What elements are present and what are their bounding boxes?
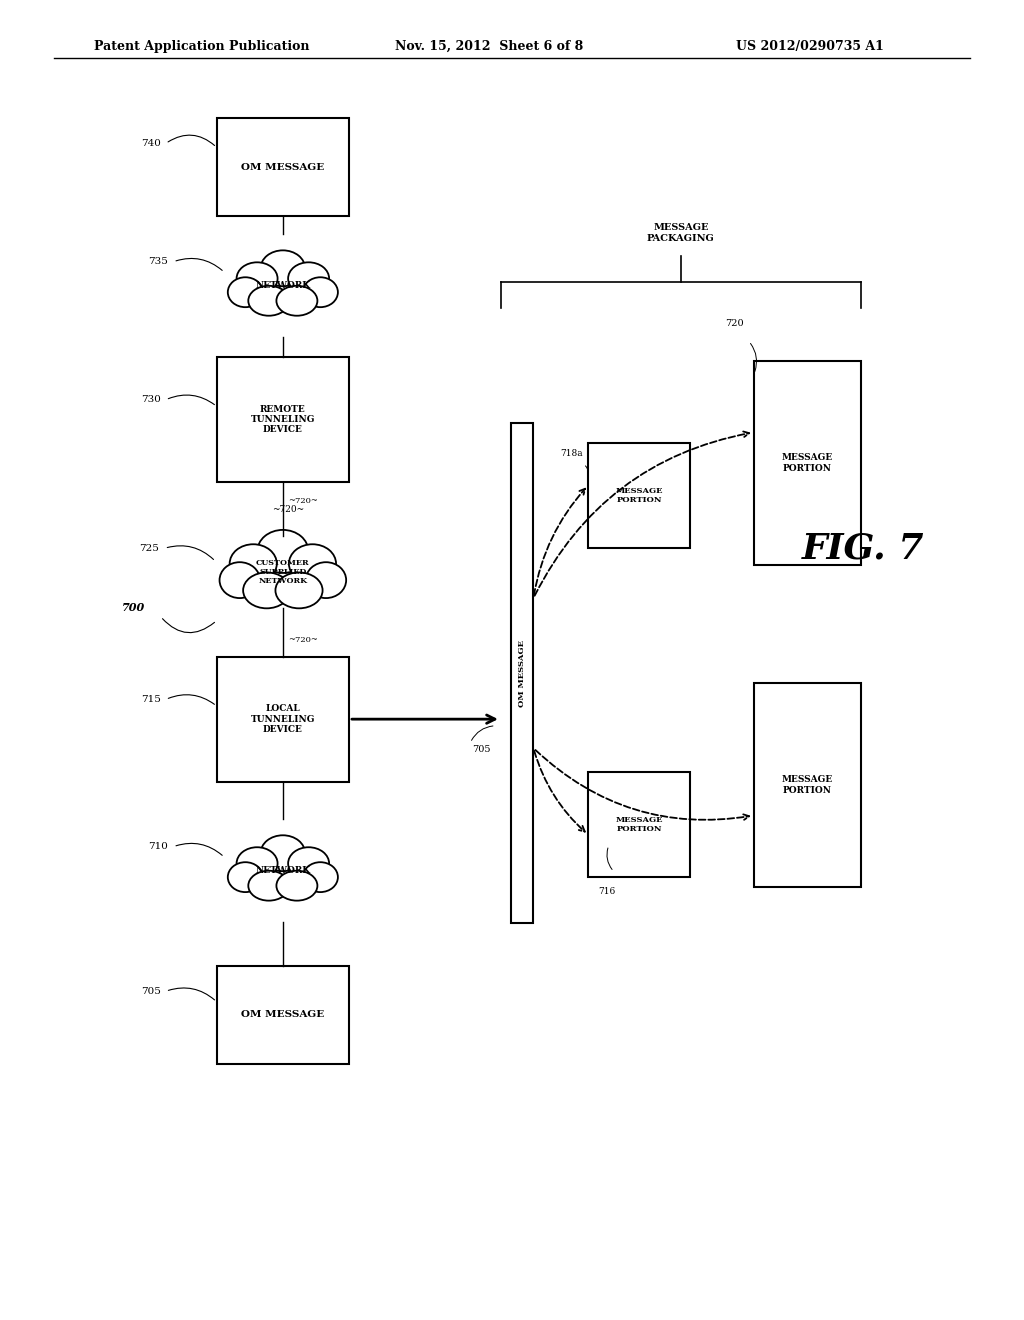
Ellipse shape (237, 847, 278, 879)
Ellipse shape (248, 871, 290, 900)
Text: MESSAGE
PORTION: MESSAGE PORTION (781, 775, 833, 795)
Ellipse shape (260, 836, 305, 871)
Bar (217, 117, 349, 216)
Ellipse shape (288, 847, 329, 879)
Text: LOCAL
TUNNELING
DEVICE: LOCAL TUNNELING DEVICE (251, 705, 315, 734)
Text: FIG. 7: FIG. 7 (802, 531, 925, 565)
Text: 700: 700 (122, 602, 145, 612)
Ellipse shape (289, 544, 336, 583)
Ellipse shape (219, 562, 260, 598)
Bar (511, 424, 534, 923)
Text: MESSAGE
PORTION: MESSAGE PORTION (781, 453, 833, 473)
Text: NETWORK: NETWORK (255, 281, 310, 290)
Bar (589, 772, 690, 876)
Text: ~720~: ~720~ (288, 498, 317, 506)
Ellipse shape (242, 257, 324, 313)
Text: MESSAGE
PACKAGING: MESSAGE PACKAGING (647, 223, 715, 243)
Text: 705: 705 (472, 746, 490, 755)
Text: 725: 725 (139, 544, 160, 553)
Text: 710: 710 (148, 842, 168, 851)
Text: OM MESSAGE: OM MESSAGE (518, 640, 526, 706)
Text: 718a: 718a (561, 449, 584, 458)
Bar (754, 682, 861, 887)
Ellipse shape (227, 277, 263, 308)
Text: 705: 705 (140, 987, 161, 995)
Text: OM MESSAGE: OM MESSAGE (242, 1010, 325, 1019)
Ellipse shape (257, 529, 308, 573)
Text: 716: 716 (599, 887, 615, 896)
Ellipse shape (303, 277, 338, 308)
Bar (754, 360, 861, 565)
Text: Patent Application Publication: Patent Application Publication (94, 40, 310, 53)
Text: MESSAGE
PORTION: MESSAGE PORTION (615, 487, 664, 504)
Bar (589, 444, 690, 548)
Text: MESSAGE
PORTION: MESSAGE PORTION (615, 816, 664, 833)
Text: NETWORK: NETWORK (255, 866, 310, 875)
Ellipse shape (237, 263, 278, 294)
Text: ~720~: ~720~ (272, 506, 304, 513)
Bar (217, 356, 349, 482)
Ellipse shape (227, 862, 263, 892)
Ellipse shape (288, 263, 329, 294)
Text: OM MESSAGE: OM MESSAGE (242, 162, 325, 172)
Ellipse shape (229, 544, 276, 583)
Ellipse shape (236, 539, 330, 606)
Text: 730: 730 (140, 395, 161, 404)
Ellipse shape (242, 842, 324, 898)
Text: 715: 715 (140, 694, 161, 704)
Text: 740: 740 (140, 139, 161, 148)
Text: REMOTE
TUNNELING
DEVICE: REMOTE TUNNELING DEVICE (251, 404, 315, 434)
Bar (217, 966, 349, 1064)
Text: 735: 735 (148, 257, 168, 267)
Ellipse shape (275, 573, 323, 609)
Bar (217, 657, 349, 781)
Ellipse shape (276, 286, 317, 315)
Text: CUSTOMER
SUPPLIED
NETWORK: CUSTOMER SUPPLIED NETWORK (256, 558, 309, 585)
Ellipse shape (303, 862, 338, 892)
Text: Nov. 15, 2012  Sheet 6 of 8: Nov. 15, 2012 Sheet 6 of 8 (395, 40, 583, 53)
Text: 720: 720 (725, 319, 743, 329)
Ellipse shape (306, 562, 346, 598)
Ellipse shape (276, 871, 317, 900)
Ellipse shape (243, 573, 290, 609)
Text: ~720~: ~720~ (288, 636, 317, 644)
Ellipse shape (260, 251, 305, 286)
Ellipse shape (248, 286, 290, 315)
Text: US 2012/0290735 A1: US 2012/0290735 A1 (736, 40, 884, 53)
